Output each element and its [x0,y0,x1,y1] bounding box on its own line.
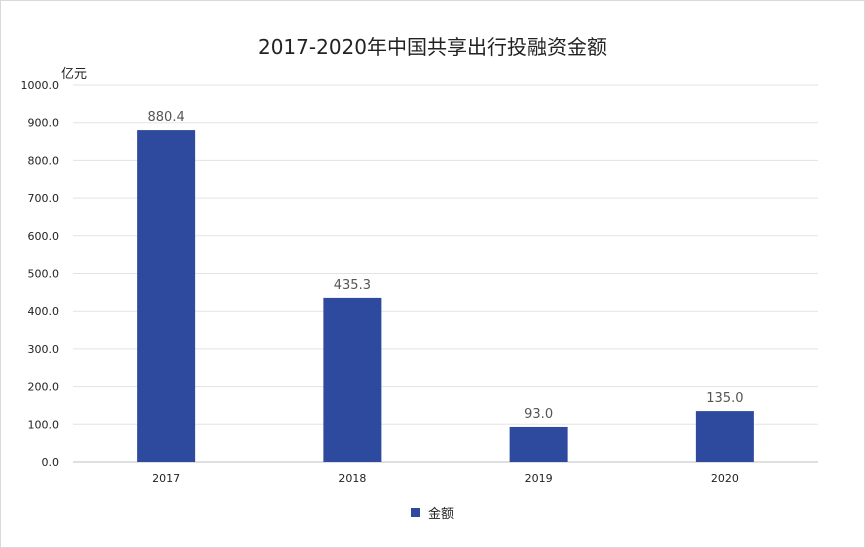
y-tick-label: 300.0 [28,343,60,356]
y-tick-label: 200.0 [28,381,60,394]
bar [695,411,754,462]
y-tick-label: 400.0 [28,305,60,318]
y-axis-unit-label: 亿元 [61,67,88,82]
data-label: 435.3 [334,278,371,293]
y-tick-label: 600.0 [28,230,60,243]
y-tick-label: 800.0 [28,154,60,167]
legend-swatch [410,508,420,517]
data-label: 93.0 [524,407,553,422]
chart-title: 2017-2020年中国共享出行投融资金额 [257,35,607,59]
bar [323,297,382,462]
x-tick-label: 2020 [711,472,739,485]
bar [509,426,568,462]
legend-label: 金额 [427,507,454,522]
x-tick-label: 2019 [525,472,553,485]
legend: 金额 [1,503,864,522]
y-tick-label: 0.0 [42,456,60,469]
data-label: 135.0 [706,391,743,406]
x-tick-label: 2017 [152,472,180,485]
x-tick-label: 2018 [338,472,366,485]
y-tick-label: 100.0 [28,418,60,431]
data-label: 880.4 [148,110,185,125]
y-tick-label: 700.0 [28,192,60,205]
bar [137,130,196,462]
y-tick-label: 1000.0 [21,79,60,92]
y-tick-label: 900.0 [28,117,60,130]
y-tick-label: 500.0 [28,268,60,281]
